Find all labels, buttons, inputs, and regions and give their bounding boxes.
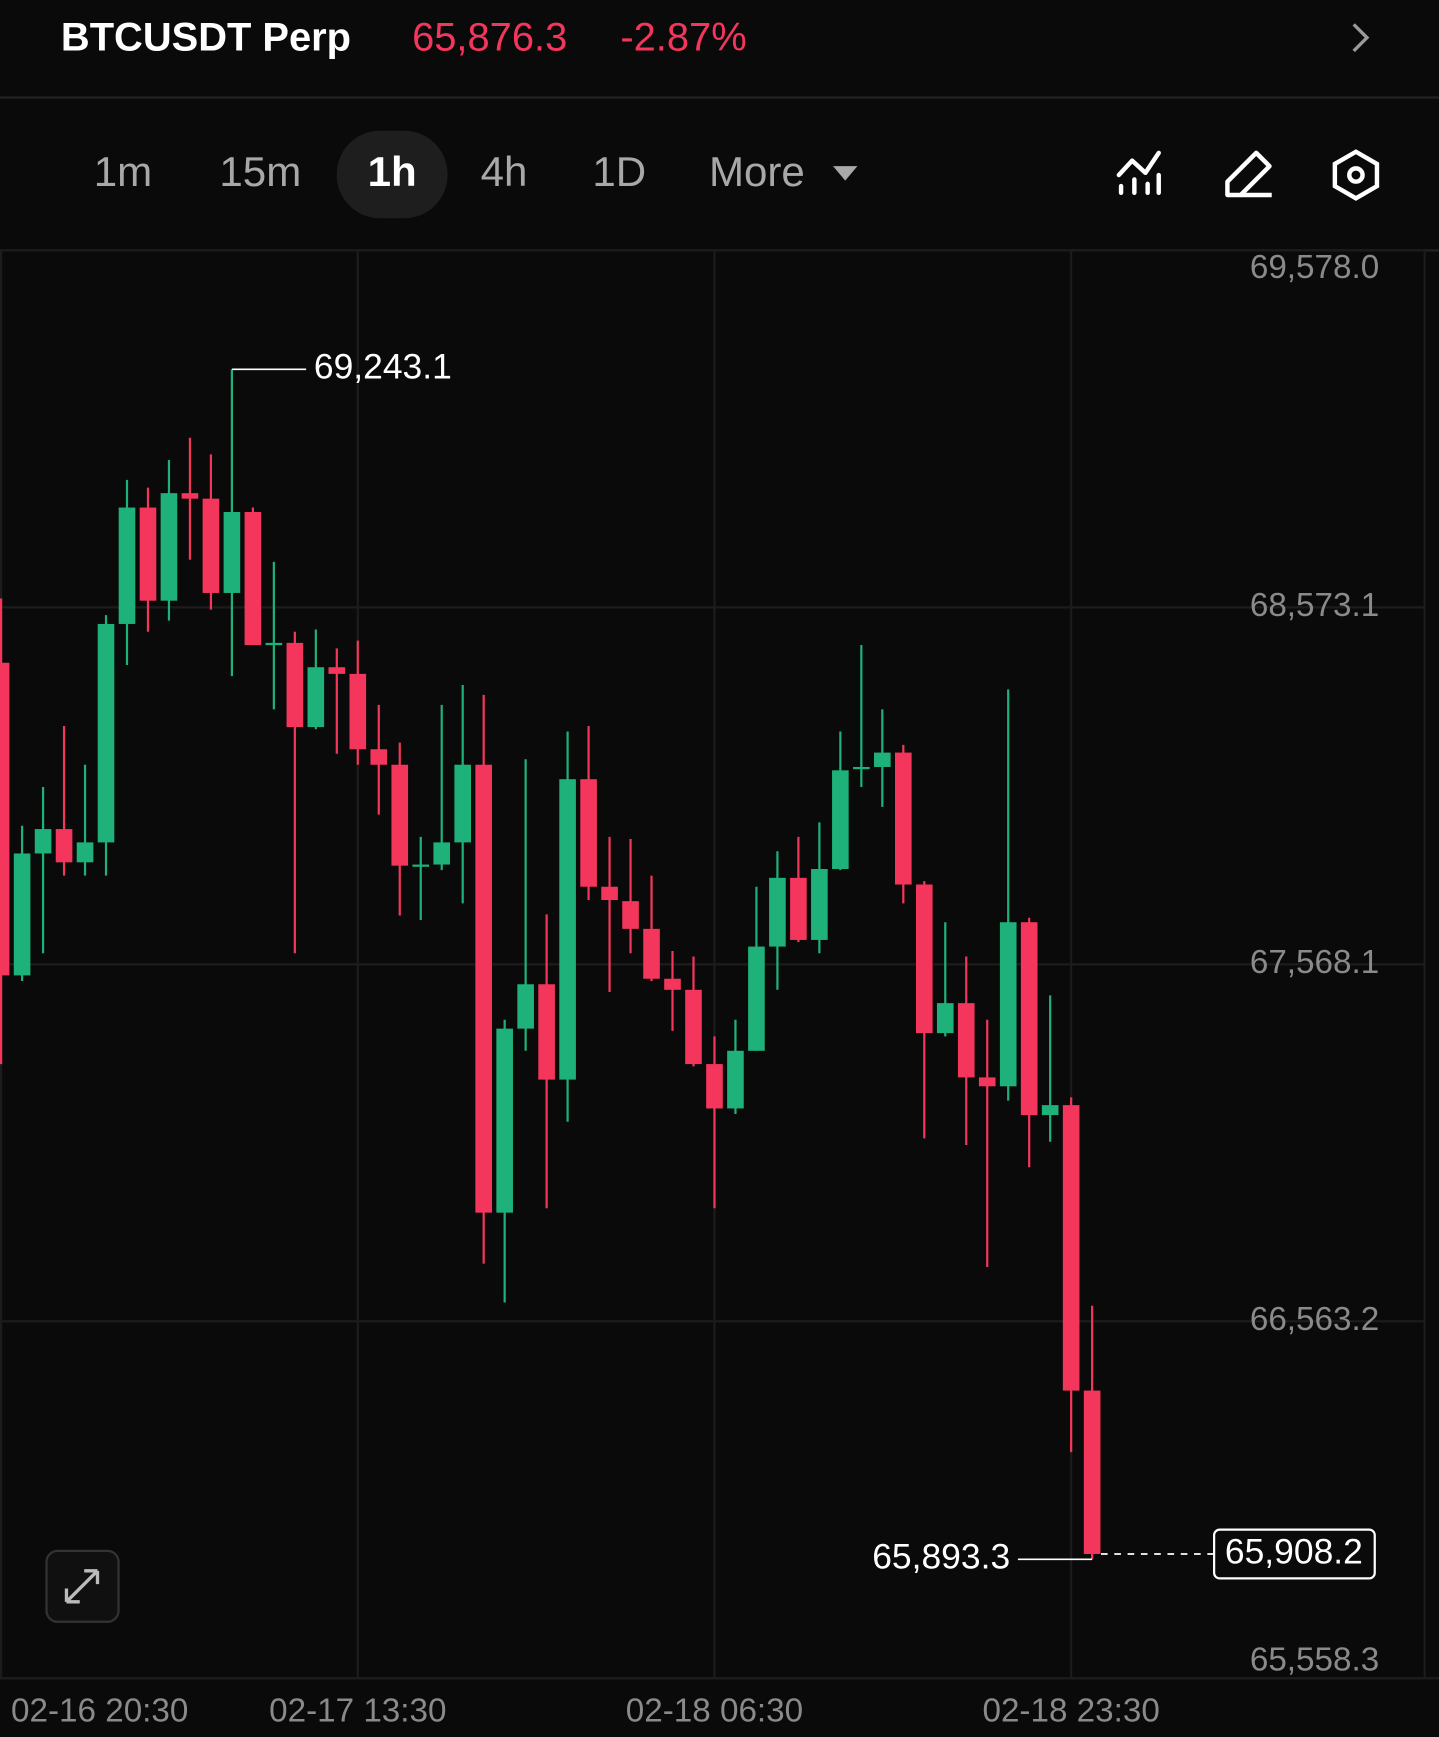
candle-body bbox=[601, 886, 618, 901]
labels-layer: 65,558.3 66,563.2 67,568.1 68,573.1 69,578.0… bbox=[11, 249, 1379, 1729]
tab-active[interactable]: 1h bbox=[368, 148, 417, 195]
candle-body bbox=[76, 842, 94, 863]
candle-body bbox=[790, 877, 807, 940]
candle-body bbox=[55, 829, 73, 863]
candle-body bbox=[0, 662, 10, 976]
candle-body bbox=[139, 507, 157, 601]
candle-body bbox=[685, 989, 702, 1065]
candle-body bbox=[223, 511, 241, 593]
candle-body bbox=[118, 507, 136, 624]
settings-icon[interactable] bbox=[1332, 149, 1380, 201]
candle-body bbox=[769, 877, 786, 947]
tab-more[interactable]: More bbox=[709, 148, 805, 195]
candle-body bbox=[853, 766, 870, 770]
candle-body bbox=[832, 770, 849, 869]
y-tick-label: 67,568.1 bbox=[1250, 944, 1379, 981]
candle-body bbox=[811, 868, 828, 940]
x-tick-label: 02-17 13:30 bbox=[269, 1692, 446, 1729]
candle-body bbox=[915, 884, 933, 1034]
draw-icon[interactable] bbox=[1225, 150, 1272, 198]
candle-body bbox=[664, 978, 681, 990]
candle-body bbox=[874, 752, 891, 767]
tab[interactable]: 15m bbox=[219, 148, 301, 195]
candle-body bbox=[328, 667, 346, 674]
last-price-box bbox=[1213, 1528, 1376, 1580]
tab[interactable]: 4h bbox=[481, 148, 528, 195]
candles-layer bbox=[0, 369, 1101, 1560]
candle-body bbox=[978, 1077, 996, 1087]
tab[interactable]: 1m bbox=[94, 148, 152, 195]
candle-body bbox=[307, 667, 325, 728]
candle-body bbox=[496, 1028, 513, 1213]
active-tab-bg bbox=[336, 130, 448, 219]
price-change: -2.87% bbox=[620, 15, 746, 59]
symbol[interactable]: BTCUSDT Perp bbox=[61, 15, 351, 59]
candle-body bbox=[936, 1003, 954, 1034]
candle-body bbox=[13, 853, 31, 976]
candle-body bbox=[160, 493, 178, 601]
candle-body bbox=[412, 864, 430, 867]
candle-body bbox=[34, 829, 52, 854]
high-label: 69,243.1 bbox=[314, 347, 452, 387]
candle-body bbox=[706, 1064, 723, 1109]
candle-body bbox=[643, 928, 660, 979]
candle-body bbox=[265, 642, 283, 646]
candle-body bbox=[286, 642, 304, 728]
candle-body bbox=[1020, 922, 1038, 1116]
candle-body bbox=[538, 984, 555, 1080]
candle-body bbox=[727, 1050, 744, 1109]
candle-body bbox=[1062, 1105, 1080, 1391]
chevron-right[interactable] bbox=[1352, 23, 1370, 53]
y-tick-label: 69,578.0 bbox=[1250, 249, 1379, 286]
x-tick-label: 02-18 23:30 bbox=[982, 1692, 1159, 1729]
candle-body bbox=[894, 752, 912, 885]
candle-body bbox=[1083, 1390, 1101, 1554]
last-price: 65,876.3 bbox=[412, 15, 567, 59]
candle-body bbox=[580, 779, 597, 887]
candle-body bbox=[181, 493, 199, 499]
candle-body bbox=[97, 623, 115, 843]
candle-body bbox=[1041, 1105, 1059, 1116]
candle-body bbox=[475, 764, 492, 1213]
candle-body bbox=[517, 984, 534, 1029]
low-label: 65,893.3 bbox=[872, 1537, 1010, 1577]
x-tick-label: 02-18 06:30 bbox=[626, 1692, 803, 1729]
candle-body bbox=[202, 498, 220, 593]
y-tick-label: 68,573.1 bbox=[1250, 587, 1379, 624]
dropdown-arrow[interactable] bbox=[833, 166, 858, 181]
candle-body bbox=[370, 749, 388, 765]
indicator-icon[interactable] bbox=[1116, 150, 1161, 195]
candle-body bbox=[957, 1003, 975, 1078]
candle-body bbox=[622, 901, 639, 929]
candle-body bbox=[999, 922, 1017, 1087]
y-tick-label: 65,558.3 bbox=[1250, 1641, 1379, 1678]
candle-body bbox=[433, 842, 451, 865]
candle-body bbox=[349, 673, 367, 750]
y-tick-label: 66,563.2 bbox=[1250, 1301, 1379, 1338]
x-tick-label: 02-16 20:30 bbox=[11, 1692, 188, 1729]
candle-body bbox=[391, 764, 409, 866]
candle-body bbox=[559, 779, 576, 1080]
candle-body bbox=[748, 946, 765, 1051]
candle-body bbox=[244, 511, 262, 646]
expand-icon[interactable] bbox=[64, 1569, 100, 1604]
candle-body bbox=[454, 764, 472, 843]
tab[interactable]: 1D bbox=[592, 148, 646, 195]
last-price-label: 65,908.2 bbox=[1225, 1531, 1363, 1571]
